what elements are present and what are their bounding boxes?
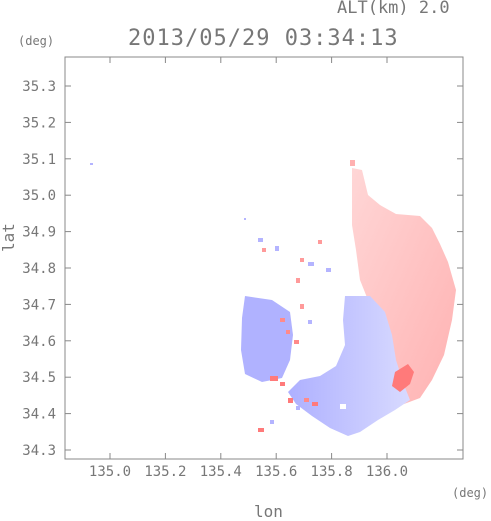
timestamp-title: 2013/05/29 03:34:13 [128,26,399,51]
y-tick-label: 35.3 [22,79,56,95]
y-tick-label: 35.0 [22,188,56,204]
y-tick-label: 34.5 [22,370,56,386]
y-tick-label: 34.9 [22,225,56,241]
x-tick-label: 136.0 [366,464,408,480]
receding-echo-region [352,168,456,404]
y-tick-label: 34.8 [22,261,56,277]
altitude-label: ALT(km) 2.0 [337,0,450,18]
x-tick-label: 135.6 [255,464,297,480]
x-tick-label: 135.2 [144,464,186,480]
echo-field [90,160,456,436]
x-tick-label: 135.8 [311,464,353,480]
plot-frame [64,56,464,460]
x-axis-title: lon [254,502,283,521]
x-axis-unit: (deg) [452,486,489,500]
y-tick-label: 34.3 [22,443,56,459]
y-tick-label: 34.6 [22,334,56,350]
strong-receding-cell [392,364,414,392]
approaching-echo-west [241,296,293,382]
x-tick-label: 135.0 [89,464,131,480]
x-tick-label: 135.4 [200,464,242,480]
y-axis-unit: (deg) [18,34,55,48]
scattered-echoes [90,160,355,432]
y-tick-label: 35.1 [22,152,56,168]
approaching-echo-southeast [288,296,410,436]
y-tick-label: 35.2 [22,115,56,131]
y-tick-label: 34.4 [22,407,56,423]
y-tick-label: 34.7 [22,297,56,313]
